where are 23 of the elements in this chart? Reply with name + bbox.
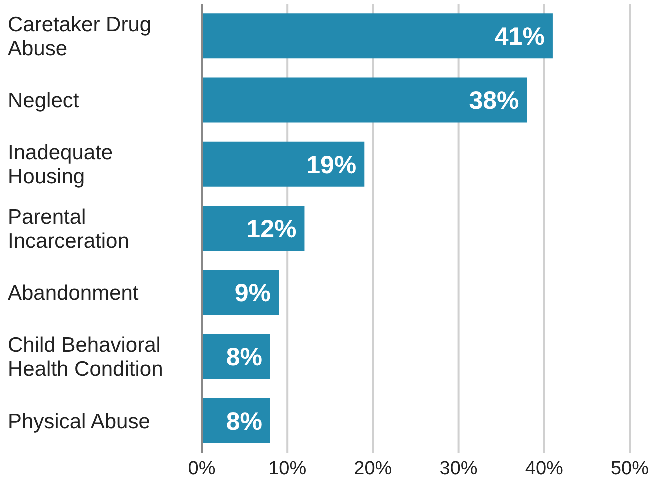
x-tick-label: 40% <box>525 458 564 480</box>
data-label: 9% <box>234 280 272 308</box>
y-tick-label: Physical Abuse <box>8 410 150 434</box>
data-label: 19% <box>306 151 357 180</box>
data-label: 12% <box>246 215 297 244</box>
y-tick-label: Child Behavioral Health Condition <box>8 334 164 382</box>
x-tick-label: 0% <box>188 458 216 480</box>
y-tick-label: Parental Incarceration <box>8 206 130 253</box>
y-tick-label: Inadequate Housing <box>8 142 114 189</box>
data-label: 8% <box>226 408 262 436</box>
bar <box>202 142 365 187</box>
y-tick-label: Abandonment <box>8 282 139 305</box>
x-tick-label: 20% <box>354 458 392 480</box>
data-label: 38% <box>469 87 520 116</box>
data-label: 41% <box>494 22 545 51</box>
y-tick-label: Caretaker Drug Abuse <box>8 13 152 60</box>
y-tick-label: Neglect <box>8 90 80 113</box>
bar <box>202 78 528 123</box>
x-tick-label: 50% <box>610 458 650 480</box>
x-tick-label: 30% <box>440 458 478 480</box>
data-label: 8% <box>226 344 262 372</box>
bar <box>202 14 553 59</box>
x-tick-label: 10% <box>268 458 307 480</box>
